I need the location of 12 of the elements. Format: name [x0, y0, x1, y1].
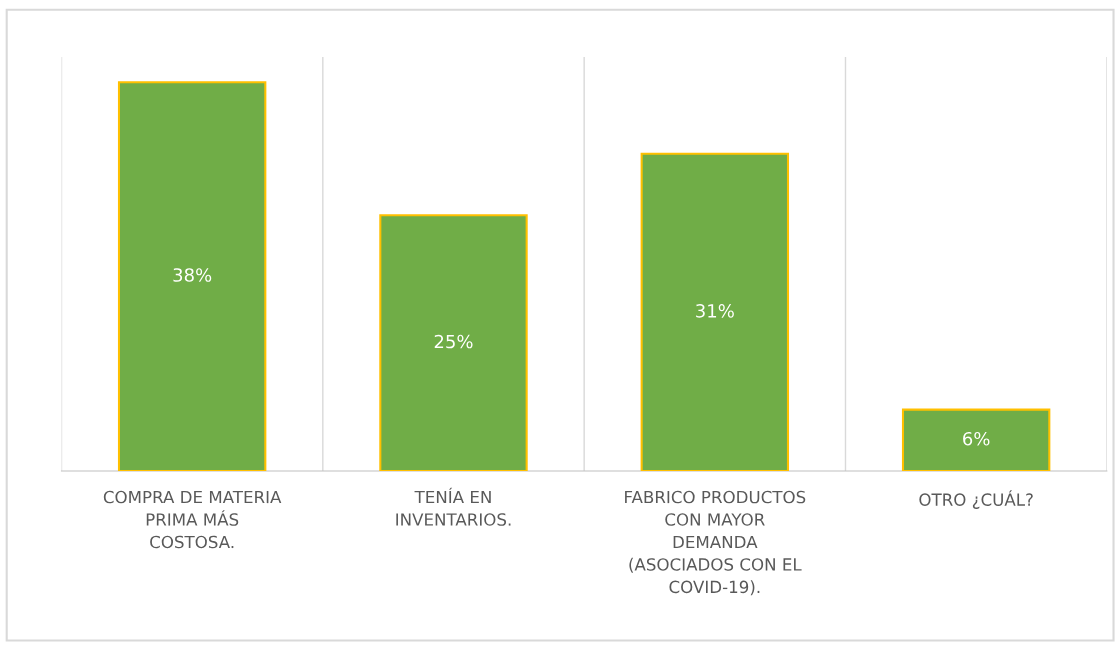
- bar: [901, 408, 1051, 472]
- bar: [117, 81, 267, 472]
- data-label: 6%: [963, 431, 990, 446]
- data-label: 25%: [434, 334, 473, 349]
- data-label: 31%: [696, 304, 734, 318]
- x-tick-label: TENÍA EN INVENTARIOS.: [396, 487, 511, 526]
- x-tick-label: OTRO ¿CUÁL?: [919, 490, 1033, 509]
- bar: [379, 214, 528, 472]
- x-tick-label: COMPRA DE MATERIA PRIMA MÁS COSTOSA.: [103, 490, 282, 549]
- x-tick-label: FABRICO PRODUCTOS CON MAYOR DEMANDA (ASOCIADOS CON EL COVID-19).: [625, 490, 806, 596]
- bar: [640, 152, 790, 472]
- data-label: 38%: [173, 268, 212, 282]
